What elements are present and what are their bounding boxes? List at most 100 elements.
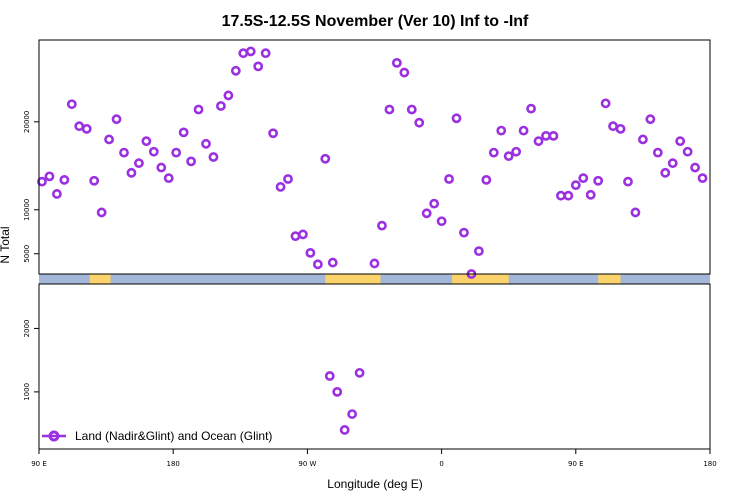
data-points (37, 46, 708, 435)
data-point (585, 189, 596, 200)
data-point (354, 367, 365, 378)
y-tick-label: 20000 (23, 111, 31, 133)
data-point (421, 208, 432, 219)
data-point (171, 147, 182, 158)
data-point (406, 104, 417, 115)
data-point (384, 104, 395, 115)
data-point (148, 146, 159, 157)
data-point (320, 153, 331, 164)
data-point (96, 207, 107, 218)
data-point (630, 207, 641, 218)
x-tick-label: 90 E (568, 460, 584, 468)
data-point (193, 104, 204, 115)
data-point (399, 67, 410, 78)
lower-panel-border (38, 283, 711, 450)
y-axis-ticks: 5000 10000 20000 1000 2000 (23, 111, 39, 401)
y-tick-label: 5000 (23, 245, 31, 263)
data-point (496, 125, 507, 136)
data-point (444, 174, 454, 184)
data-point (305, 247, 316, 258)
data-point (548, 130, 559, 141)
data-point (260, 48, 271, 59)
data-point (690, 162, 700, 173)
data-point (436, 216, 447, 227)
x-tick-label: 180 (703, 460, 716, 468)
legend: Land (Nadir&Glint) and Ocean (Glint) (42, 429, 272, 443)
data-point (503, 151, 514, 162)
data-point (608, 121, 618, 132)
data-point (391, 57, 402, 68)
y-axis-label: N Total (0, 226, 12, 263)
data-point (541, 130, 551, 141)
data-point (451, 113, 462, 124)
data-point (253, 61, 264, 72)
data-point (638, 134, 648, 145)
data-point (81, 123, 92, 134)
data-point (59, 174, 70, 185)
legend-marker-icon (48, 430, 60, 442)
data-point (275, 182, 286, 192)
x-tick-label: 90 E (31, 460, 47, 468)
data-point (66, 99, 77, 110)
data-point (163, 173, 174, 184)
data-point (652, 147, 663, 158)
data-point (332, 386, 343, 397)
data-point (178, 127, 189, 138)
data-point (74, 121, 85, 132)
data-point (615, 123, 626, 134)
data-point (600, 98, 611, 109)
data-point (526, 103, 536, 114)
data-point (245, 46, 256, 57)
data-point (511, 146, 522, 157)
data-point (429, 198, 440, 209)
data-point (201, 138, 211, 149)
data-point (459, 227, 469, 238)
data-point (377, 220, 387, 231)
data-point (488, 147, 499, 158)
data-point (44, 171, 55, 182)
x-tick-label: 90 W (298, 460, 316, 468)
data-point (238, 48, 249, 59)
plot-frame (38, 39, 711, 450)
data-point (327, 257, 338, 268)
chart-title: 17.5S-12.5S November (Ver 10) Inf to -In… (222, 13, 529, 30)
land-ocean-strip (39, 274, 710, 284)
data-point (156, 162, 167, 173)
data-point (230, 65, 241, 76)
data-point (339, 425, 350, 435)
legend-label: Land (Nadir&Glint) and Ocean (Glint) (75, 429, 272, 443)
data-point (533, 136, 544, 147)
data-point (268, 128, 279, 139)
data-point (667, 158, 678, 169)
data-point (555, 190, 566, 201)
data-point (623, 176, 633, 187)
data-point (481, 174, 492, 185)
land-band (325, 274, 381, 284)
data-point (675, 136, 686, 147)
data-point (134, 158, 144, 169)
data-point (290, 231, 301, 242)
data-point (593, 175, 604, 186)
data-point (578, 173, 589, 184)
data-point (473, 246, 484, 257)
data-point (104, 134, 114, 145)
data-point (89, 175, 100, 186)
data-point (216, 101, 226, 111)
data-point (347, 409, 358, 419)
data-point (298, 229, 308, 240)
data-point (697, 173, 708, 184)
data-point (223, 90, 234, 101)
data-point (369, 258, 380, 269)
x-tick-label: 0 (439, 460, 443, 468)
data-point (141, 136, 152, 147)
data-point (660, 167, 671, 178)
land-band (598, 274, 621, 284)
data-point (208, 152, 219, 162)
data-point (324, 371, 335, 381)
data-point (283, 174, 293, 184)
data-point (186, 156, 196, 167)
x-tick-label: 180 (167, 460, 180, 468)
data-point (51, 189, 62, 199)
data-point (682, 146, 693, 157)
